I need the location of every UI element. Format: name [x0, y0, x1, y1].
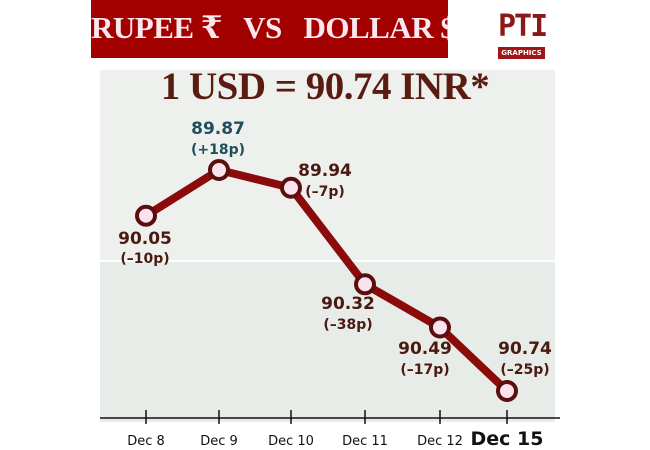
x-tick-label: Dec 8 — [127, 434, 165, 449]
x-tick-label: Dec 10 — [268, 434, 314, 449]
data-label-change: (–25p) — [500, 362, 549, 378]
data-point — [135, 204, 157, 227]
data-label-value: 90.32 — [321, 294, 375, 314]
data-label-change: (–17p) — [400, 362, 449, 378]
logo-mark: PTI — [498, 9, 548, 44]
data-point — [429, 316, 451, 339]
data-label-value: 90.05 — [118, 229, 172, 249]
data-label-value: 89.87 — [191, 119, 245, 139]
dollar-note-background — [100, 262, 555, 422]
data-label-value: 90.49 — [398, 339, 452, 359]
data-label-value: 90.74 — [498, 339, 552, 359]
data-label-change: (–38p) — [323, 317, 372, 333]
data-label-change: (+18p) — [191, 142, 245, 158]
x-tick-label: Dec 15 — [471, 428, 544, 450]
data-label-change: (–7p) — [305, 184, 345, 200]
data-point — [496, 380, 518, 402]
data-point — [208, 159, 230, 181]
x-tick-label: Dec 11 — [342, 434, 388, 449]
x-tick-label: Dec 9 — [200, 434, 238, 449]
title-banner: RUPEE ₹ VS DOLLAR $ — [91, 0, 448, 58]
pti-logo: PTI GRAPHICS — [498, 9, 548, 59]
data-label-value: 89.94 — [298, 161, 352, 181]
logo-tag: GRAPHICS — [498, 47, 545, 59]
x-tick-label: Dec 12 — [417, 434, 463, 449]
data-point — [280, 176, 302, 199]
rupee-note-background — [100, 70, 555, 260]
data-label-change: (–10p) — [120, 251, 169, 267]
banner-title: RUPEE ₹ VS DOLLAR $ — [91, 10, 448, 45]
series-line — [143, 166, 510, 394]
data-point — [354, 273, 376, 296]
chart-title: 1 USD = 90.74 INR* — [160, 65, 490, 108]
